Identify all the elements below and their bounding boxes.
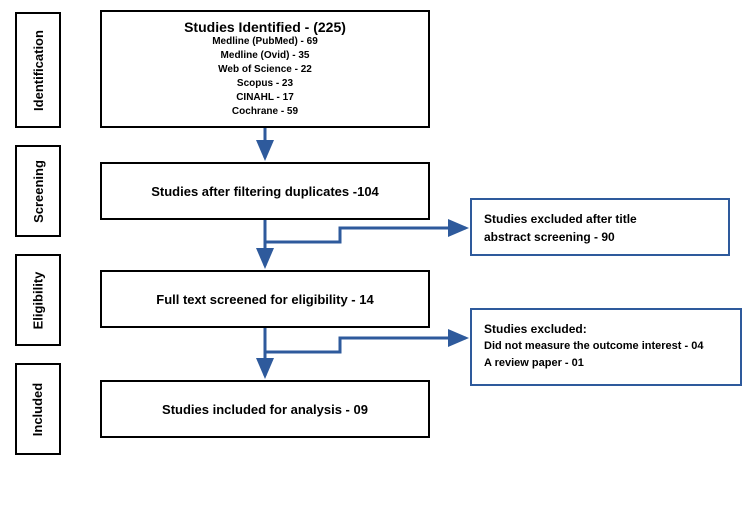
screening-text: Studies after filtering duplicates -104: [151, 184, 379, 199]
excl-line: Studies excluded after title: [484, 210, 716, 228]
source-line: Cochrane - 59: [232, 105, 298, 119]
stage-label-text: Included: [31, 382, 46, 435]
excl-line: A review paper - 01: [484, 355, 728, 372]
box-eligibility: Full text screened for eligibility - 14: [100, 270, 430, 328]
stage-eligibility: Eligibility: [15, 254, 61, 346]
included-text: Studies included for analysis - 09: [162, 402, 368, 417]
excl-line: abstract screening - 90: [484, 228, 716, 246]
excl-line: Studies excluded:: [484, 320, 728, 338]
box-excluded-abstract: Studies excluded after title abstract sc…: [470, 198, 730, 256]
source-line: Scopus - 23: [237, 77, 293, 91]
excl-line: Did not measure the outcome interest - 0…: [484, 338, 728, 355]
stage-label-text: Identification: [31, 30, 46, 111]
box-identification: Studies Identified - (225) Medline (PubM…: [100, 10, 430, 128]
stage-label-text: Eligibility: [31, 271, 46, 329]
stage-included: Included: [15, 363, 61, 455]
stage-screening: Screening: [15, 145, 61, 237]
stage-label-text: Screening: [31, 160, 46, 223]
box-excluded-fulltext: Studies excluded: Did not measure the ou…: [470, 308, 742, 386]
source-line: CINAHL - 17: [236, 91, 294, 105]
eligibility-text: Full text screened for eligibility - 14: [156, 292, 373, 307]
box-included: Studies included for analysis - 09: [100, 380, 430, 438]
source-line: Medline (Ovid) - 35: [221, 49, 310, 63]
identification-title: Studies Identified - (225): [184, 19, 346, 35]
source-line: Medline (PubMed) - 69: [212, 35, 318, 49]
stage-identification: Identification: [15, 12, 61, 128]
source-line: Web of Science - 22: [218, 63, 312, 77]
box-screening: Studies after filtering duplicates -104: [100, 162, 430, 220]
